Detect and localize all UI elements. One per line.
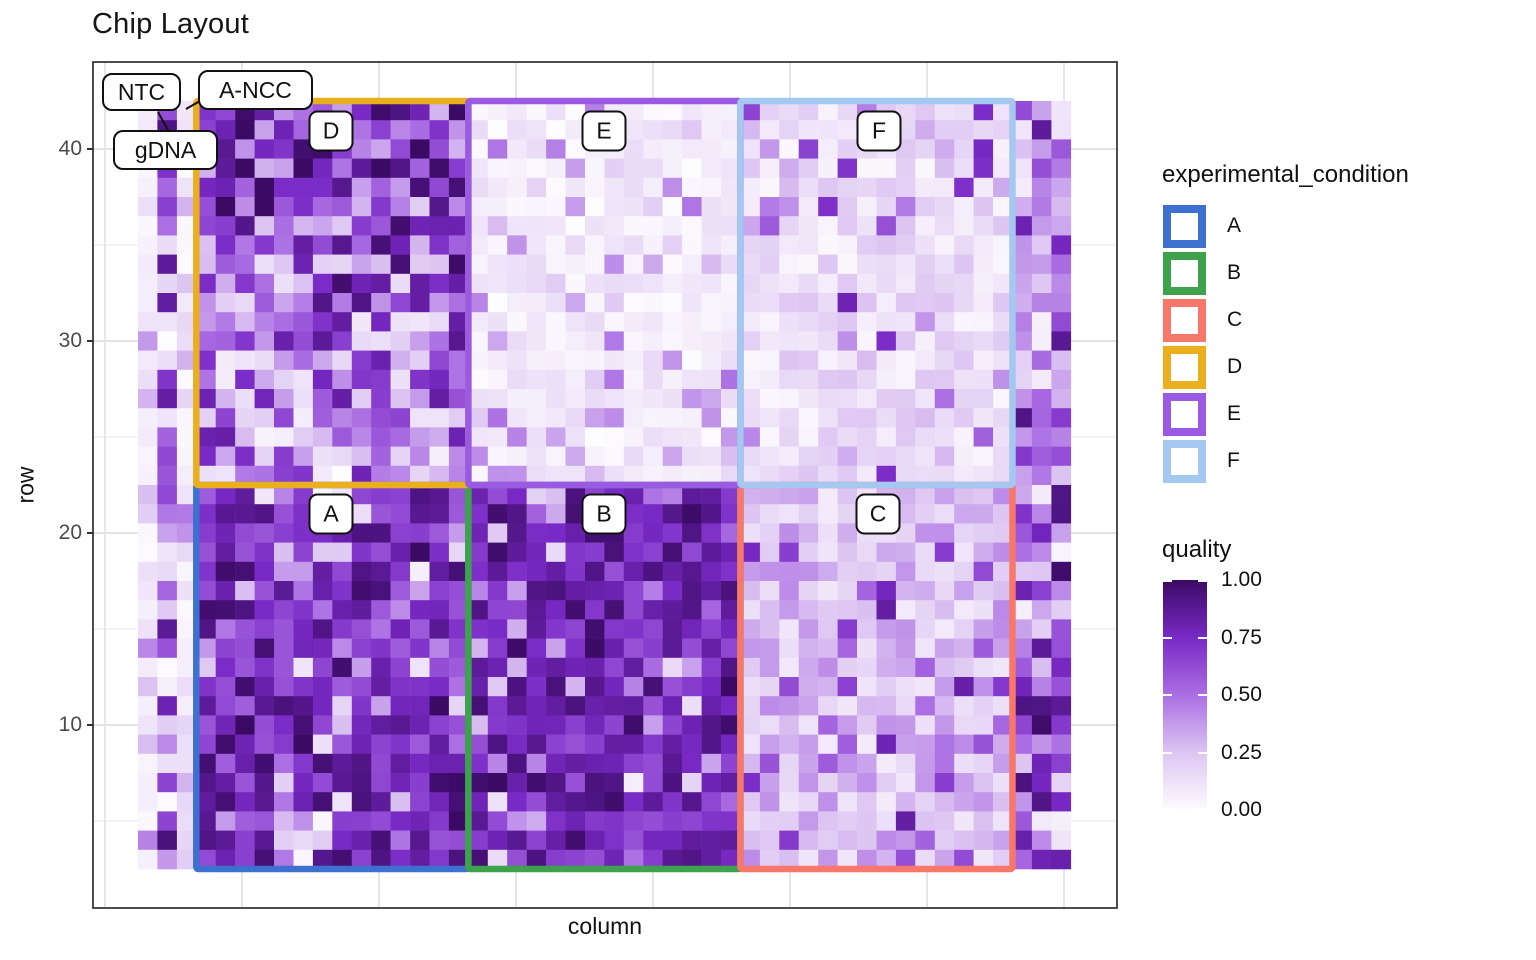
colorbar-tick-label: 1.00 [1221, 568, 1262, 591]
region-box-F [737, 97, 1016, 489]
legend-label-E: E [1227, 402, 1242, 425]
region-label-C: C [855, 493, 901, 535]
colorbar-tick [1163, 580, 1172, 582]
legend-key-A [1163, 204, 1206, 248]
annotation-gdna: gDNA [113, 130, 218, 170]
colorbar-tick [1198, 694, 1207, 696]
legend-key-D [1163, 345, 1206, 389]
colorbar-tick-label: 0.00 [1221, 798, 1262, 821]
region-label-D: D [308, 110, 354, 152]
legend-label-D: D [1227, 355, 1243, 378]
y-tick-label: 20 [58, 521, 82, 544]
y-axis-title: row [12, 466, 39, 504]
colorbar-tick [1198, 808, 1207, 810]
y-tick-label: 10 [58, 713, 82, 736]
y-tick-label: 40 [58, 137, 82, 160]
legend-item-D: D [1163, 344, 1242, 390]
colorbar-tick [1163, 808, 1172, 810]
legend-key-F [1163, 439, 1206, 483]
legend-key-C [1163, 298, 1206, 342]
quality-legend-title: quality [1162, 536, 1232, 563]
colorbar-tick-label: 0.50 [1221, 683, 1262, 706]
annotation-ancc: A-NCC [198, 70, 313, 110]
legend-label-F: F [1227, 449, 1240, 472]
chart-title: Chip Layout [92, 8, 249, 40]
legend-label-C: C [1227, 308, 1243, 331]
colorbar-tick [1198, 636, 1207, 639]
legend-item-A: A [1163, 203, 1242, 249]
legend-label-B: B [1227, 261, 1242, 284]
legend-item-B: B [1163, 250, 1242, 296]
x-axis-title: column [567, 913, 643, 939]
colorbar-tick [1198, 580, 1207, 582]
y-tick-label: 30 [58, 329, 82, 352]
colorbar-tick [1163, 636, 1172, 639]
legend-item-E: E [1163, 391, 1242, 437]
legend-item-C: C [1163, 297, 1242, 343]
condition-legend-items: A B C D E F [1163, 203, 1242, 485]
quality-colorbar [1163, 580, 1207, 810]
region-label-F: F [856, 110, 902, 152]
legend-key-E [1163, 392, 1206, 436]
colorbar-tick [1163, 751, 1172, 754]
legend-key-B [1163, 251, 1206, 295]
annotation-ntc: NTC [102, 73, 181, 111]
condition-legend-title: experimental_condition [1162, 161, 1409, 188]
legend-label-A: A [1227, 214, 1242, 237]
region-label-A: A [308, 493, 354, 535]
colorbar-tick-label: 0.75 [1221, 625, 1262, 649]
colorbar-tick [1198, 751, 1207, 754]
region-label-E: E [581, 110, 627, 152]
colorbar-tick-label: 0.25 [1221, 740, 1262, 764]
colorbar-tick [1163, 694, 1172, 696]
region-label-B: B [581, 493, 627, 535]
legend-item-F: F [1163, 438, 1242, 484]
